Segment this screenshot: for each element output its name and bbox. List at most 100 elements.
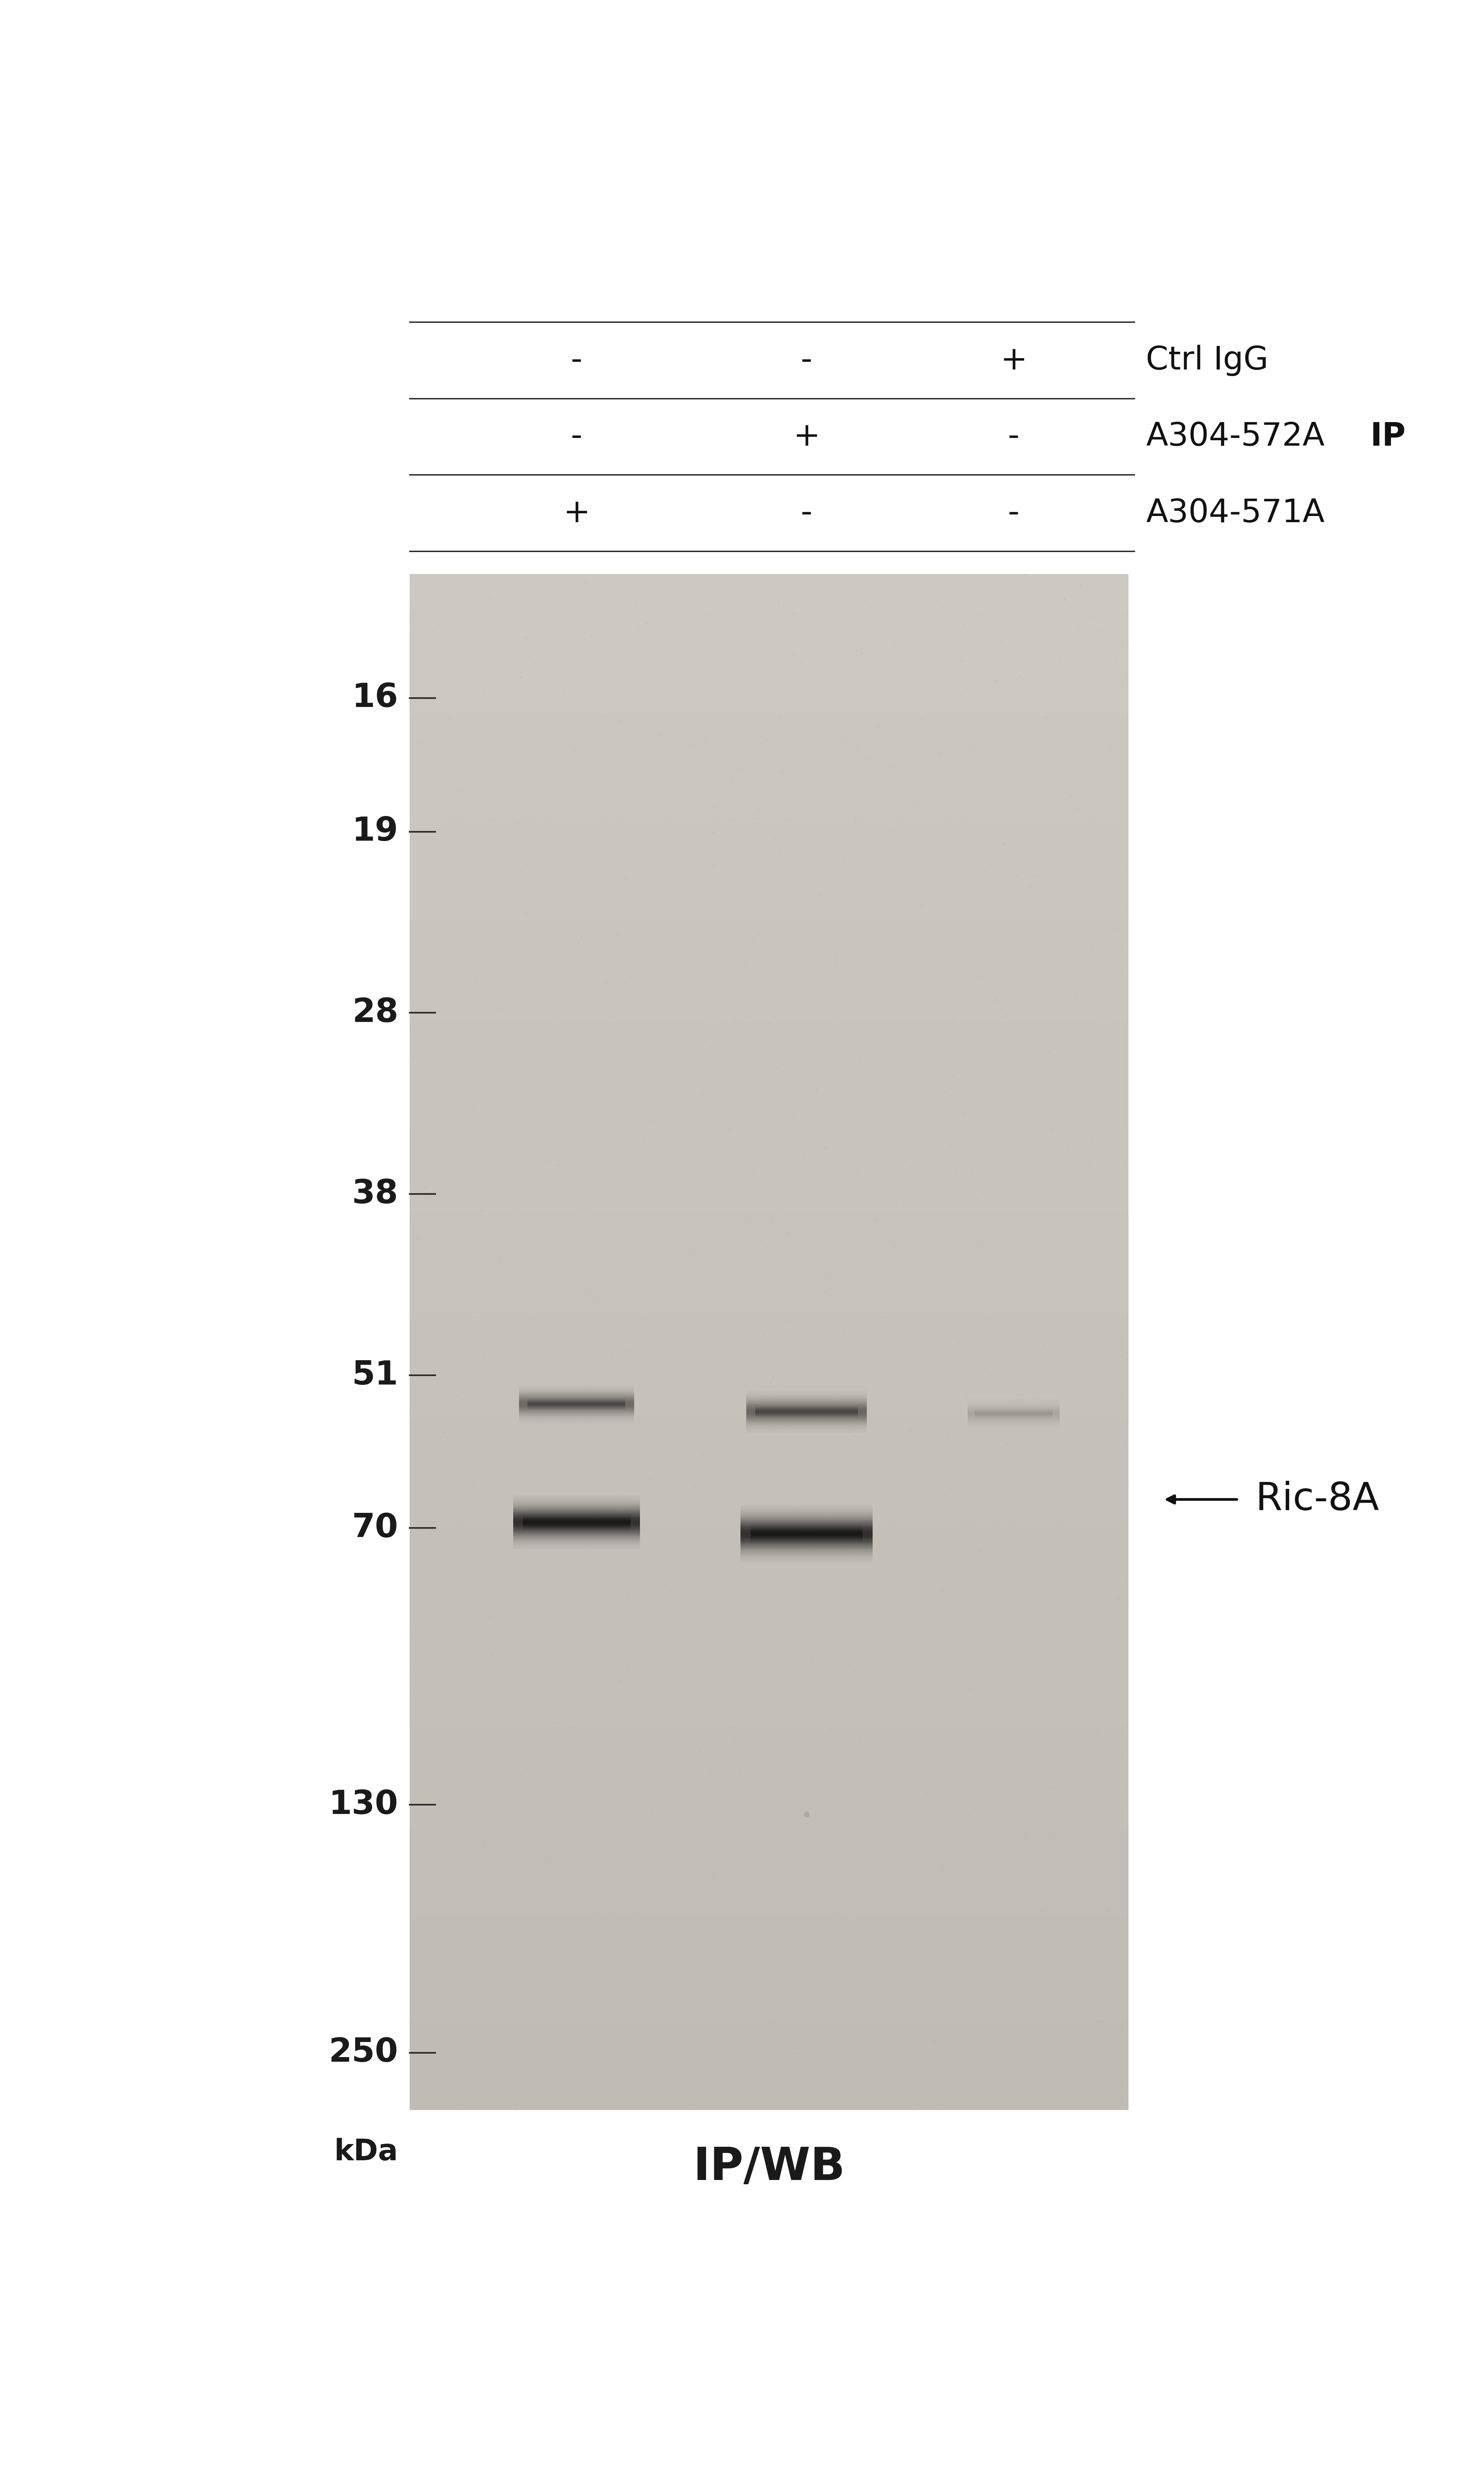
Point <box>1034 1202 1058 1241</box>
Point <box>476 1474 500 1514</box>
Point <box>629 1118 653 1157</box>
Point <box>1046 491 1070 530</box>
Point <box>785 1640 809 1680</box>
Point <box>917 1688 941 1727</box>
Point <box>613 833 637 872</box>
Point <box>675 1809 699 1849</box>
Text: -: - <box>1008 421 1020 453</box>
Point <box>1082 1794 1106 1834</box>
Point <box>605 1546 629 1586</box>
Point <box>929 446 953 486</box>
Point <box>901 1467 925 1507</box>
Point <box>929 1551 953 1591</box>
Point <box>812 1145 835 1184</box>
Point <box>712 1318 736 1358</box>
Point <box>1006 882 1030 922</box>
Text: -: - <box>571 421 582 453</box>
Point <box>681 1204 705 1244</box>
Point <box>637 1690 660 1730</box>
Point <box>1012 1472 1036 1512</box>
Point <box>521 788 545 828</box>
Point <box>613 1623 637 1663</box>
Point <box>634 615 657 654</box>
Point <box>761 1464 785 1504</box>
Point <box>763 1868 787 1908</box>
Point <box>519 577 543 617</box>
Point <box>505 1232 528 1271</box>
Point <box>966 662 990 701</box>
Point <box>641 1452 665 1492</box>
Point <box>945 1165 969 1204</box>
Point <box>948 1665 972 1705</box>
Point <box>681 558 705 597</box>
Point <box>592 1123 616 1162</box>
Point <box>993 743 1017 783</box>
Point <box>439 1906 463 1945</box>
Point <box>470 781 494 820</box>
Point <box>1091 1886 1114 1925</box>
Point <box>781 937 804 976</box>
Point <box>576 530 600 570</box>
Point <box>582 1274 605 1313</box>
Point <box>695 1014 718 1053</box>
Point <box>487 1351 510 1390</box>
Point <box>978 624 1002 664</box>
Point <box>741 1494 764 1534</box>
Point <box>818 600 841 639</box>
Point <box>935 1598 959 1638</box>
Point <box>516 1844 540 1883</box>
Point <box>770 964 794 1004</box>
Point <box>493 592 516 632</box>
Point <box>410 394 433 434</box>
Point <box>703 1707 727 1747</box>
Point <box>724 481 748 520</box>
Point <box>951 520 975 560</box>
Point <box>1024 1172 1048 1212</box>
Point <box>893 1363 917 1403</box>
Point <box>616 912 640 952</box>
Point <box>748 612 772 652</box>
Point <box>1012 1046 1036 1085</box>
Point <box>577 664 601 704</box>
Point <box>554 1787 577 1826</box>
Point <box>432 766 456 805</box>
Point <box>451 1051 475 1090</box>
Point <box>1052 1740 1076 1779</box>
Point <box>1073 471 1097 510</box>
Point <box>971 949 994 989</box>
Point <box>1077 835 1101 875</box>
Point <box>766 543 789 582</box>
Point <box>1080 1115 1104 1155</box>
Point <box>496 1831 519 1871</box>
Point <box>1040 890 1064 929</box>
Point <box>892 1326 916 1365</box>
Point <box>497 1722 521 1762</box>
Point <box>974 550 997 590</box>
Point <box>834 1412 858 1452</box>
Point <box>607 1628 631 1668</box>
Point <box>1064 852 1088 892</box>
Point <box>850 815 874 855</box>
Point <box>1089 1851 1113 1891</box>
Point <box>818 503 841 543</box>
Point <box>715 1279 739 1318</box>
Point <box>516 763 540 803</box>
Point <box>559 952 583 991</box>
Point <box>942 1799 966 1839</box>
Point <box>634 1331 657 1370</box>
Point <box>620 642 644 681</box>
Point <box>462 1145 485 1184</box>
Point <box>408 976 432 1016</box>
Point <box>849 947 873 986</box>
Point <box>879 927 902 966</box>
Point <box>625 1834 649 1873</box>
Point <box>899 431 923 471</box>
Point <box>680 374 703 414</box>
Point <box>969 1494 993 1534</box>
Point <box>895 729 919 768</box>
Point <box>999 776 1022 815</box>
Point <box>1006 1358 1030 1398</box>
Point <box>421 382 445 421</box>
Point <box>907 1053 930 1093</box>
Point <box>1017 934 1040 974</box>
